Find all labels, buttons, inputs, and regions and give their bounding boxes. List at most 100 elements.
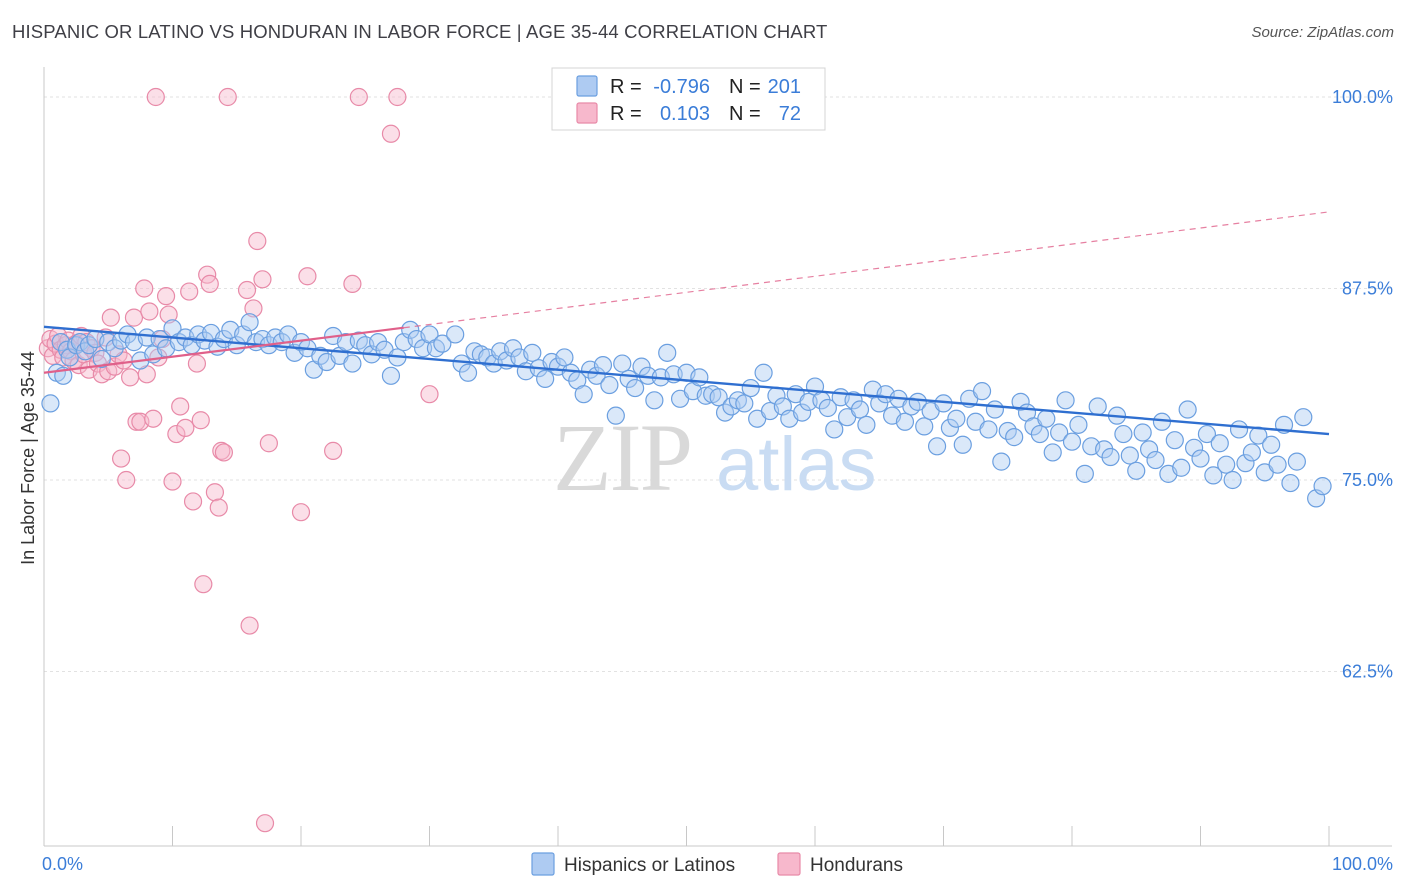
legend-r-label-blue: R = [610,76,642,98]
hispanic-point [150,329,169,349]
honduran-point [248,231,267,251]
hispanic-point [1030,424,1049,444]
legend-n-value-pink: 72 [779,103,801,125]
x-tick-label-max: 100.0% [1332,854,1393,874]
y-tick-label: 100.0% [1332,87,1393,107]
hispanic-point [41,394,60,413]
hispanic-point [793,403,812,422]
honduran-point [240,616,259,635]
hispanic-point [1223,470,1242,490]
hispanic-point [1050,423,1069,442]
honduran-point [214,443,233,462]
hispanic-point [555,348,574,367]
hispanic-point [908,392,927,411]
zipatlas-watermark: ZIP atlas [553,404,877,511]
hispanic-point [754,363,773,382]
hispanic-point [343,354,362,373]
hispanic-point [735,394,754,413]
y-axis-tick-labels: 62.5% 75.0% 87.5% 100.0% [1332,87,1393,682]
honduran-point [388,87,407,107]
honduran-point [159,305,178,324]
grid-lines [44,96,1392,672]
hispanic-point [452,354,471,373]
honduran-point [259,434,278,453]
hispanic-point [1294,408,1313,427]
legend-n-label-pink: N = [729,103,761,125]
legend-r-label-pink: R = [610,103,642,125]
honduran-point [420,385,439,404]
hispanic-point [426,339,446,358]
honduran-point [171,397,190,416]
honduran-point [343,274,362,294]
honduran-point [218,87,237,107]
hispanic-point [1062,432,1082,451]
hispanic-point [972,382,992,401]
hispanic-point [1172,458,1191,477]
hispanic-point [240,313,259,332]
watermark-zip: ZIP [553,404,691,511]
hispanic-point [1236,454,1255,473]
hispanic-point [1043,443,1062,462]
honduran-point [124,308,144,327]
hispanic-point [1088,397,1107,416]
correlation-legend: R = -0.796 N = 201 R = 0.103 N = 72 [551,67,826,131]
hispanic-point [458,363,478,382]
legend-n-value-blue: 201 [768,76,801,98]
legend-swatch-blue [576,75,598,97]
hispanic-point [1005,428,1024,447]
hispanic-point [536,369,555,388]
hispanic-point [709,388,728,407]
hispanic-point [503,339,523,358]
legend-n-label-blue: N = [729,76,761,98]
watermark-atlas: atlas [716,422,877,507]
hondurans-points [38,87,439,833]
honduran-point [194,575,213,594]
hispanic-point [985,400,1005,419]
hispanic-point [606,406,625,425]
honduran-point [146,87,165,107]
hispanic-point [433,334,452,353]
hispanic-point [915,417,934,436]
hispanic-point [895,412,915,431]
hispanic-point [850,400,870,419]
hispanic-point [1178,400,1197,419]
honduran-point [381,124,401,143]
hispanic-point [1165,431,1184,450]
hispanic-point [940,418,960,438]
hispanic-point [1210,434,1229,453]
x-tick-label-min: 0.0% [42,854,83,874]
hispanic-point [1281,473,1300,493]
hispanic-point [1114,424,1133,444]
y-tick-label: 87.5% [1342,279,1393,299]
hispanic-point [947,409,966,428]
hispanic-point [1069,415,1088,434]
hispanic-point [1242,443,1262,462]
honduran-point [324,441,343,460]
honduran-point [291,503,311,522]
bottom-legend-swatch-blue [531,852,555,876]
hispanic-point [1197,424,1217,444]
honduran-point [144,409,163,428]
hispanic-point [927,437,947,456]
hispanic-point [401,320,420,339]
honduran-point [244,299,263,318]
hispanic-point [381,366,401,385]
hispanic-point [658,343,677,362]
hispanic-point [574,385,593,404]
hispanic-point [741,378,760,398]
chart-title: HISPANIC OR LATINO VS HONDURAN IN LABOR … [12,21,828,42]
y-tick-label: 75.0% [1342,470,1393,490]
trend-lines [43,211,1330,436]
hispanic-point [1120,446,1139,465]
hispanic-point [523,343,542,362]
y-axis-title: In Labor Force | Age 35-44 [18,351,38,565]
hispanic-point [979,420,998,439]
honduran-point [255,814,275,833]
honduran-point [237,280,257,300]
hispanic-point [1287,452,1306,471]
bottom-legend-label-pink: Hondurans [810,855,903,876]
hispanic-point [1262,435,1281,454]
hispanic-point [1127,461,1146,480]
honduran-point [253,270,272,289]
honduran-point [135,279,154,298]
